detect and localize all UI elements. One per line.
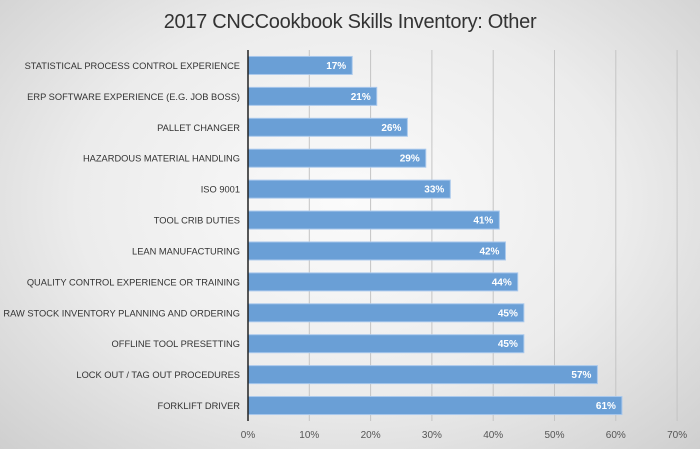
bar [247, 303, 525, 323]
x-tick-label: 0% [241, 430, 256, 441]
data-label: 44% [492, 277, 512, 288]
data-label: 29% [400, 154, 420, 165]
data-label: 61% [596, 401, 616, 412]
x-tick-label: 40% [483, 430, 503, 441]
bar [247, 334, 525, 354]
bar [247, 210, 500, 230]
x-tick-label: 50% [544, 430, 564, 441]
x-tick-label: 60% [606, 430, 626, 441]
category-label: STATISTICAL PROCESS CONTROL EXPERIENCE [25, 61, 240, 71]
category-label: FORKLIFT DRIVER [158, 401, 241, 411]
x-tick-label: 20% [361, 430, 381, 441]
category-label: PALLET CHANGER [157, 123, 240, 133]
category-label: RAW STOCK INVENTORY PLANNING AND ORDERIN… [3, 308, 240, 318]
category-label: OFFLINE TOOL PRESETTING [112, 339, 240, 349]
category-label: ISO 9001 [201, 185, 240, 195]
x-tick-label: 30% [422, 430, 442, 441]
data-label: 33% [424, 185, 444, 196]
x-tick-label: 10% [299, 430, 319, 441]
bar [247, 365, 598, 385]
bar [247, 241, 506, 261]
data-label: 41% [473, 216, 493, 227]
category-label: ERP SOFTWARE EXPERIENCE (E.G. JOB BOSS) [27, 92, 240, 102]
data-label: 57% [571, 370, 591, 381]
data-label: 21% [351, 92, 371, 103]
bar [247, 179, 451, 199]
data-label: 45% [498, 339, 518, 350]
bar [247, 396, 623, 416]
chart-title: 2017 CNCCookbook Skills Inventory: Other [163, 11, 537, 33]
category-label: QUALITY CONTROL EXPERIENCE OR TRAINING [27, 277, 240, 287]
data-label: 26% [381, 123, 401, 134]
data-label: 45% [498, 308, 518, 319]
category-label: HAZARDOUS MATERIAL HANDLING [83, 154, 240, 164]
category-label: TOOL CRIB DUTIES [154, 216, 240, 226]
category-label: LEAN MANUFACTURING [132, 246, 240, 256]
category-label: LOCK OUT / TAG OUT PROCEDURES [76, 370, 240, 380]
x-tick-label: 70% [667, 430, 687, 441]
data-label: 17% [326, 61, 346, 72]
data-label: 42% [479, 246, 499, 257]
bar [247, 272, 519, 292]
